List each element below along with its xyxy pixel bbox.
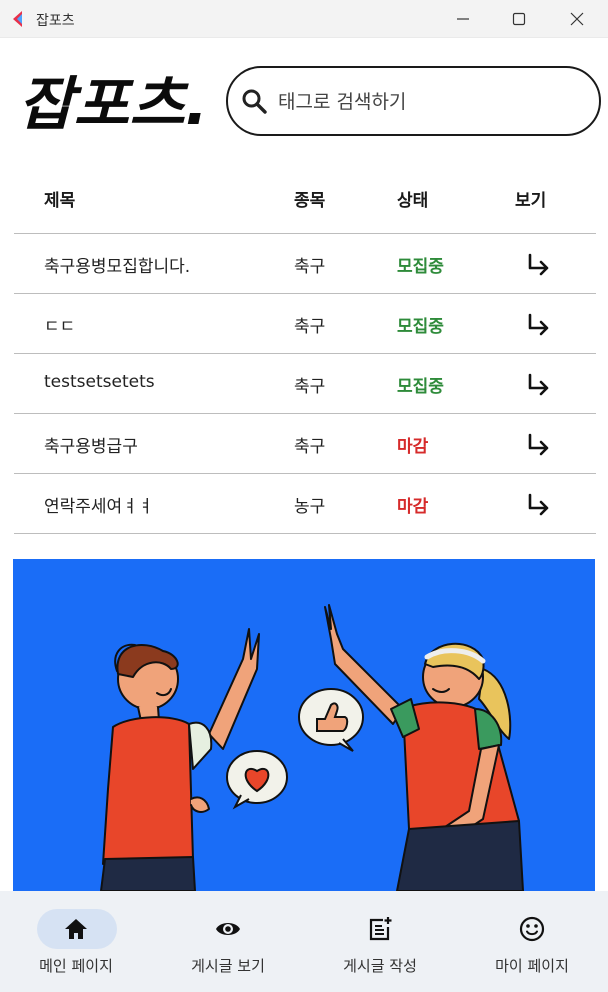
column-status-header: 상태 (397, 191, 429, 211)
nav-label: 마이 페이지 (495, 957, 569, 975)
status-badge: 마감 (397, 437, 429, 457)
logo-text: 잡포츠. (18, 70, 208, 136)
table-row[interactable]: 축구용병급구 축구 마감 (14, 414, 596, 474)
nav-item-view-posts[interactable]: 게시글 보기 (152, 891, 304, 992)
nav-label: 메인 페이지 (39, 957, 113, 975)
row-sport: 축구 (294, 377, 326, 397)
column-title-header: 제목 (44, 191, 76, 211)
view-arrow-icon[interactable] (524, 430, 554, 460)
row-title: 연락주세여ㅕㅕ (44, 497, 154, 517)
table-row[interactable]: 연락주세여ㅕㅕ 농구 마감 (14, 474, 596, 534)
row-sport: 축구 (294, 437, 326, 457)
window-title: 잡포츠 (36, 13, 75, 29)
post-add-icon (369, 917, 392, 941)
nav-label: 게시글 보기 (191, 957, 265, 975)
view-arrow-icon[interactable] (524, 370, 554, 400)
row-title: ㄷㄷ (44, 317, 76, 337)
minimize-icon (457, 18, 469, 20)
table-header: 제목 종목 상태 보기 (14, 162, 596, 234)
row-sport: 축구 (294, 317, 326, 337)
window-titlebar: 잡포츠 (0, 0, 608, 38)
view-arrow-icon[interactable] (524, 310, 554, 340)
row-sport: 농구 (294, 497, 326, 517)
view-arrow-icon[interactable] (524, 250, 554, 280)
row-title: testsetsetets (44, 372, 155, 392)
smiley-icon (519, 916, 545, 942)
nav-item-write-post[interactable]: 게시글 작성 (304, 891, 456, 992)
nav-label: 게시글 작성 (343, 957, 417, 975)
status-badge: 모집중 (397, 317, 444, 337)
maximize-icon (512, 12, 526, 26)
status-badge: 모집중 (397, 377, 444, 397)
search-icon (242, 89, 267, 114)
nav-item-main[interactable]: 메인 페이지 (0, 891, 152, 992)
table-row[interactable]: testsetsetets 축구 모집중 (14, 354, 596, 414)
illustration-art (100, 604, 524, 891)
column-sport-header: 종목 (294, 191, 326, 211)
posts-table: 제목 종목 상태 보기 축구용병모집합니다. 축구 모집중 ㄷㄷ 축구 모집중 … (14, 162, 596, 534)
close-icon (570, 12, 584, 26)
row-title: 축구용병모집합니다. (44, 257, 191, 277)
high-five-illustration (13, 559, 595, 891)
column-view-header: 보기 (515, 191, 547, 211)
row-sport: 축구 (294, 257, 326, 277)
table-row[interactable]: ㄷㄷ 축구 모집중 (14, 294, 596, 354)
eye-icon (216, 923, 240, 935)
nav-item-my-page[interactable]: 마이 페이지 (456, 891, 608, 992)
bottom-navigation: 메인 페이지 게시글 보기 게시글 작성 마이 페이지 (0, 891, 608, 992)
table-row[interactable]: 축구용병모집합니다. 축구 모집중 (14, 234, 596, 294)
view-arrow-icon[interactable] (524, 490, 554, 520)
app-logo: 잡포츠. (18, 70, 208, 136)
status-badge: 모집중 (397, 257, 444, 277)
close-button[interactable] (549, 0, 605, 38)
row-title: 축구용병급구 (44, 437, 138, 457)
minimize-button[interactable] (435, 0, 491, 38)
status-badge: 마감 (397, 497, 429, 517)
search-bar[interactable] (226, 66, 601, 136)
maximize-button[interactable] (491, 0, 547, 38)
home-icon (65, 919, 87, 939)
app-logo-icon (13, 11, 22, 27)
search-input[interactable] (278, 84, 578, 120)
